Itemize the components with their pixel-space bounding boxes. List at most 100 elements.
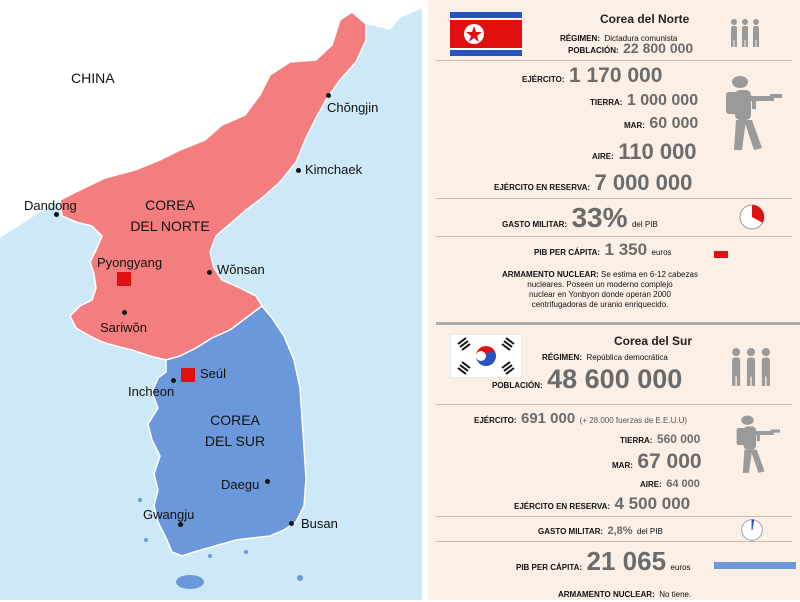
south-air-value: 64 000	[666, 478, 700, 490]
north-regime: RÉGIMEN: Dictadura comunista	[560, 28, 677, 46]
north-korea-label-line2: DEL NORTE	[130, 218, 210, 234]
north-spending-pie-slice	[752, 205, 765, 223]
incheon-marker	[171, 378, 176, 383]
comparison-panel: Corea del Norte RÉGIMEN: Dictadura comun…	[422, 0, 800, 600]
south-land-label: TIERRA:	[620, 436, 653, 445]
gwangju-marker	[178, 522, 183, 527]
population-icon	[731, 19, 759, 47]
city-daegu: Daegu	[221, 477, 260, 492]
north-population: POBLACIÓN: 22 800 000	[568, 40, 693, 58]
north-army: EJÉRCITO: 1 170 000	[522, 64, 662, 88]
city-sariwon: Sariwŏn	[100, 320, 147, 335]
south-gdp-value: 21 065	[586, 546, 667, 576]
north-regime-value: Dictadura comunista	[604, 34, 678, 43]
north-gdp-label: PIB PER CÁPITA:	[534, 248, 601, 257]
north-nuclear-line-4: centrifugadoras de uranio enriquecido.	[531, 300, 669, 309]
seoul-capital-marker	[181, 368, 195, 382]
north-nuclear: ARMAMENTO NUCLEAR: Se estima en 6-12 cab…	[490, 270, 710, 310]
south-army: EJÉRCITO: 691 000 (+ 28.000 fuerzas de E…	[474, 410, 687, 428]
south-spending-value: 2,8%	[607, 525, 633, 537]
south-population: POBLACIÓN: 48 600 000	[492, 364, 682, 395]
south-spending-pie	[741, 519, 763, 541]
city-chongjin: Chŏngjin	[327, 100, 379, 115]
north-sea: MAR: 60 000	[624, 115, 698, 133]
north-army-value: 1 170 000	[568, 64, 663, 87]
wonsan-marker	[207, 270, 212, 275]
north-population-label: POBLACIÓN:	[568, 46, 619, 55]
north-reserve: EJÉRCITO EN RESERVA: 7 000 000	[494, 170, 692, 196]
map-graphic	[0, 0, 422, 589]
section-separator	[436, 322, 800, 325]
kimchaek-marker	[296, 168, 301, 173]
south-army-note: (+ 28.000 fuerzas de E.E.U.U)	[579, 416, 688, 425]
sariwon-marker	[122, 310, 127, 315]
south-gdp-bar	[714, 562, 796, 569]
south-gdp: PIB PER CÁPITA: 21 065 euros	[516, 546, 691, 577]
south-nuclear-label: ARMAMENTO NUCLEAR:	[558, 590, 655, 599]
pyongyang-capital-marker	[117, 272, 131, 286]
south-nuclear: ARMAMENTO NUCLEAR: No tiene.	[558, 584, 691, 602]
north-air: AIRE: 110 000	[592, 139, 697, 165]
north-regime-label: RÉGIMEN:	[560, 34, 600, 43]
south-sea-value: 67 000	[637, 450, 702, 473]
south-spending-label: GASTO MILITAR:	[538, 527, 604, 536]
city-gwangju: Gwangju	[143, 507, 195, 522]
south-population-label: POBLACIÓN:	[492, 381, 543, 390]
china-label: CHINA	[71, 70, 115, 86]
south-nuclear-value: No tiene.	[659, 590, 692, 599]
daegu-marker	[265, 479, 270, 484]
north-land: TIERRA: 1 000 000	[590, 92, 698, 110]
south-reserve-label: EJÉRCITO EN RESERVA:	[514, 502, 611, 511]
north-title: Corea del Norte	[600, 12, 690, 26]
south-korea-flag	[450, 334, 522, 378]
city-pyongyang: Pyongyang	[97, 255, 163, 270]
south-gdp-unit: euros	[670, 563, 691, 572]
north-nuclear-line-1: Se estima en 6-12 cabezas	[601, 270, 698, 279]
north-korea-region	[59, 11, 367, 361]
south-korea-label-line2: DEL SUR	[204, 433, 266, 449]
city-seoul: Seúl	[200, 366, 227, 381]
chongjin-marker	[326, 93, 331, 98]
north-korea-label-line1: COREA	[145, 197, 195, 213]
city-kimchaek: Kimchaek	[305, 162, 363, 177]
north-land-label: TIERRA:	[590, 98, 623, 107]
jeju-island	[176, 575, 204, 589]
south-korea-label: COREA DEL SUR	[190, 410, 280, 452]
north-reserve-label: EJÉRCITO EN RESERVA:	[494, 183, 591, 192]
south-army-value: 691 000	[520, 410, 576, 427]
south-sea: MAR: 67 000	[612, 450, 702, 474]
south-divider-1	[436, 404, 792, 405]
south-air-label: AIRE:	[640, 480, 662, 489]
soldier-icon-south	[736, 415, 781, 473]
city-busan: Busan	[301, 516, 338, 531]
south-air: AIRE: 64 000	[640, 474, 700, 492]
north-spending-label: GASTO MILITAR:	[502, 220, 568, 229]
north-divider-1	[436, 60, 792, 61]
north-gdp-unit: euros	[651, 248, 672, 257]
south-title: Corea del Sur	[614, 334, 693, 348]
north-korea-label: COREA DEL NORTE	[115, 195, 225, 237]
city-dandong: Dandong	[24, 198, 77, 213]
north-army-label: EJÉRCITO:	[522, 75, 565, 84]
population-icon-south	[732, 348, 770, 386]
south-population-value: 48 600 000	[547, 364, 683, 394]
north-nuclear-line-3: nuclear en Yonbyon donde operan 2000	[529, 290, 671, 299]
south-regime-label: RÉGIMEN:	[542, 353, 582, 362]
south-army-label: EJÉRCITO:	[474, 416, 517, 425]
south-sea-label: MAR:	[612, 461, 633, 470]
south-regime: RÉGIMEN: República democrática	[542, 347, 668, 365]
north-sea-value: 60 000	[649, 115, 699, 132]
north-nuclear-line-2: nucleares. Poseen un moderno complejo	[527, 280, 673, 289]
north-divider-3	[436, 236, 792, 237]
north-divider-2	[436, 198, 792, 199]
south-land: TIERRA: 560 000	[620, 430, 700, 448]
north-gdp-value: 1 350	[604, 240, 648, 259]
dandong-marker	[54, 212, 59, 217]
north-air-label: AIRE:	[592, 152, 614, 161]
south-reserve: EJÉRCITO EN RESERVA: 4 500 000	[514, 494, 690, 514]
north-spending-value: 33%	[571, 202, 628, 233]
north-nuclear-label: ARMAMENTO NUCLEAR:	[502, 270, 599, 279]
north-spending-suffix: del PIB	[631, 220, 658, 229]
soldier-icon	[726, 76, 782, 150]
north-air-value: 110 000	[618, 139, 697, 164]
